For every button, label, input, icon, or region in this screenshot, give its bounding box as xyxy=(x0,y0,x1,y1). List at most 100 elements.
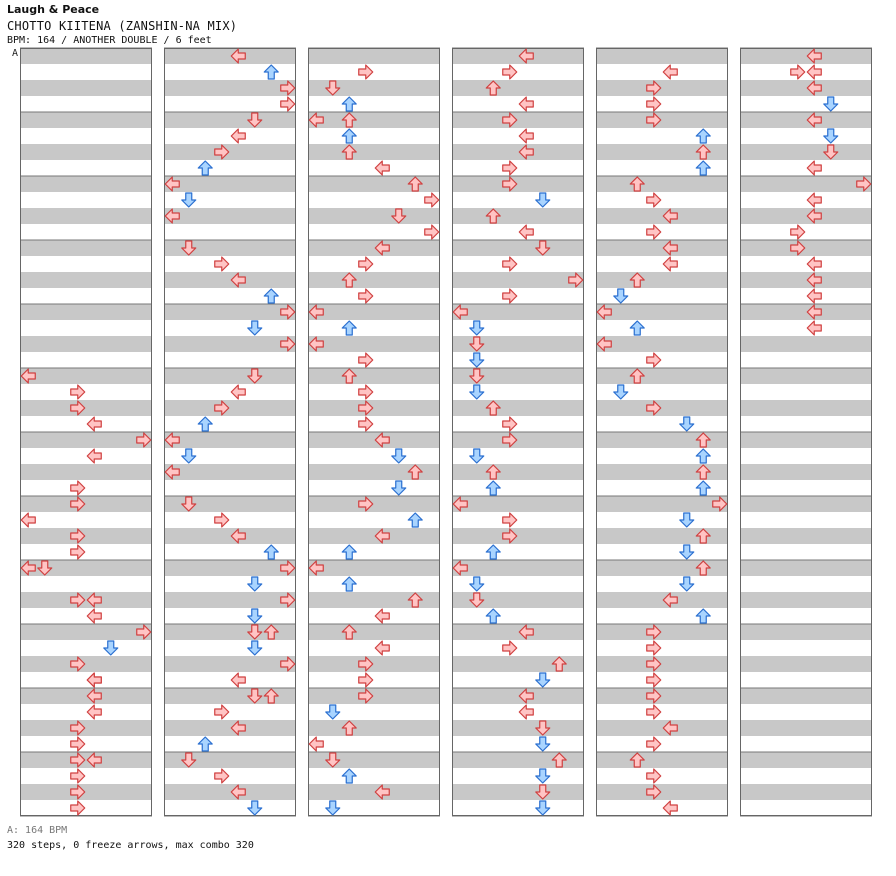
beat-stripe xyxy=(20,176,152,192)
beat-stripe xyxy=(20,784,152,800)
beat-stripe xyxy=(20,144,152,160)
beat-stripe xyxy=(20,208,152,224)
bpm-marker: A xyxy=(12,48,19,59)
arrow-left-note xyxy=(662,208,678,224)
arrow-left-note xyxy=(230,720,246,736)
arrow-down-note xyxy=(535,800,551,816)
beat-stripe xyxy=(740,560,872,576)
arrow-down-note xyxy=(469,336,485,352)
arrow-left-note xyxy=(20,560,36,576)
arrow-right-note xyxy=(568,272,584,288)
arrow-right-note xyxy=(358,352,374,368)
beat-stripe xyxy=(308,48,440,64)
arrow-left-note xyxy=(308,336,324,352)
beat-stripe xyxy=(452,432,584,448)
beat-stripe xyxy=(740,464,872,480)
beat-stripe xyxy=(452,656,584,672)
beat-stripe xyxy=(308,80,440,96)
arrow-down-note xyxy=(325,752,341,768)
beat-stripe xyxy=(308,464,440,480)
beat-stripe xyxy=(596,752,728,768)
arrow-down-note xyxy=(181,240,197,256)
beat-stripe xyxy=(164,720,296,736)
beat-stripe xyxy=(164,208,296,224)
arrow-left-note xyxy=(86,672,102,688)
beat-stripe xyxy=(164,432,296,448)
arrow-up-note xyxy=(341,544,357,560)
beat-stripe xyxy=(308,432,440,448)
beat-stripe xyxy=(20,720,152,736)
arrow-left-note xyxy=(86,416,102,432)
beat-stripe xyxy=(452,464,584,480)
beat-stripe xyxy=(596,720,728,736)
chart-column xyxy=(596,47,728,817)
arrow-up-note xyxy=(341,128,357,144)
arrow-down-note xyxy=(469,592,485,608)
arrow-up-note xyxy=(695,608,711,624)
arrow-down-note xyxy=(391,208,407,224)
beat-stripe xyxy=(740,432,872,448)
beat-stripe xyxy=(452,48,584,64)
arrow-up-note xyxy=(341,768,357,784)
arrow-up-note xyxy=(485,400,501,416)
arrow-right-note xyxy=(502,160,518,176)
arrow-right-note xyxy=(424,192,440,208)
arrow-up-note xyxy=(341,144,357,160)
arrow-right-note xyxy=(712,496,728,512)
beat-stripe xyxy=(164,656,296,672)
arrow-left-note xyxy=(806,256,822,272)
chart-column xyxy=(452,47,584,817)
beat-stripe xyxy=(452,304,584,320)
arrow-right-note xyxy=(646,736,662,752)
arrow-down-note xyxy=(37,560,53,576)
arrow-left-note xyxy=(86,688,102,704)
arrow-left-note xyxy=(518,48,534,64)
arrow-up-note xyxy=(629,176,645,192)
arrow-left-note xyxy=(164,464,180,480)
arrow-down-note xyxy=(469,384,485,400)
arrow-left-note xyxy=(806,192,822,208)
beat-stripe xyxy=(164,624,296,640)
arrow-left-note xyxy=(806,48,822,64)
beat-stripe xyxy=(452,560,584,576)
arrow-up-note xyxy=(407,464,423,480)
arrow-down-note xyxy=(679,512,695,528)
arrow-right-note xyxy=(280,96,296,112)
arrow-down-note xyxy=(247,640,263,656)
beat-stripe xyxy=(452,208,584,224)
arrow-right-note xyxy=(646,688,662,704)
beat-stripe xyxy=(20,528,152,544)
beat-stripe xyxy=(596,624,728,640)
beat-stripe xyxy=(740,656,872,672)
beat-stripe xyxy=(596,656,728,672)
arrow-up-note xyxy=(551,656,567,672)
beat-stripe xyxy=(164,272,296,288)
arrow-right-note xyxy=(214,400,230,416)
arrow-up-note xyxy=(407,592,423,608)
beat-stripe xyxy=(308,144,440,160)
artist-name: Laugh & Peace xyxy=(7,3,100,16)
arrow-down-note xyxy=(181,448,197,464)
arrow-up-note xyxy=(485,544,501,560)
arrow-left-note xyxy=(452,560,468,576)
beat-stripe xyxy=(308,560,440,576)
arrow-down-note xyxy=(469,368,485,384)
arrow-right-note xyxy=(358,384,374,400)
beat-stripe xyxy=(308,752,440,768)
arrow-right-note xyxy=(70,528,86,544)
beat-stripe xyxy=(740,592,872,608)
arrow-right-note xyxy=(280,560,296,576)
arrow-left-note xyxy=(230,672,246,688)
arrow-down-note xyxy=(535,240,551,256)
arrow-left-note xyxy=(518,96,534,112)
arrow-left-note xyxy=(452,496,468,512)
arrow-right-note xyxy=(646,704,662,720)
arrow-right-note xyxy=(502,112,518,128)
arrow-up-note xyxy=(485,608,501,624)
arrow-left-note xyxy=(374,784,390,800)
arrow-right-note xyxy=(358,256,374,272)
arrow-up-note xyxy=(341,368,357,384)
chart-column xyxy=(308,47,440,817)
arrow-up-note xyxy=(695,528,711,544)
arrow-up-note xyxy=(407,512,423,528)
